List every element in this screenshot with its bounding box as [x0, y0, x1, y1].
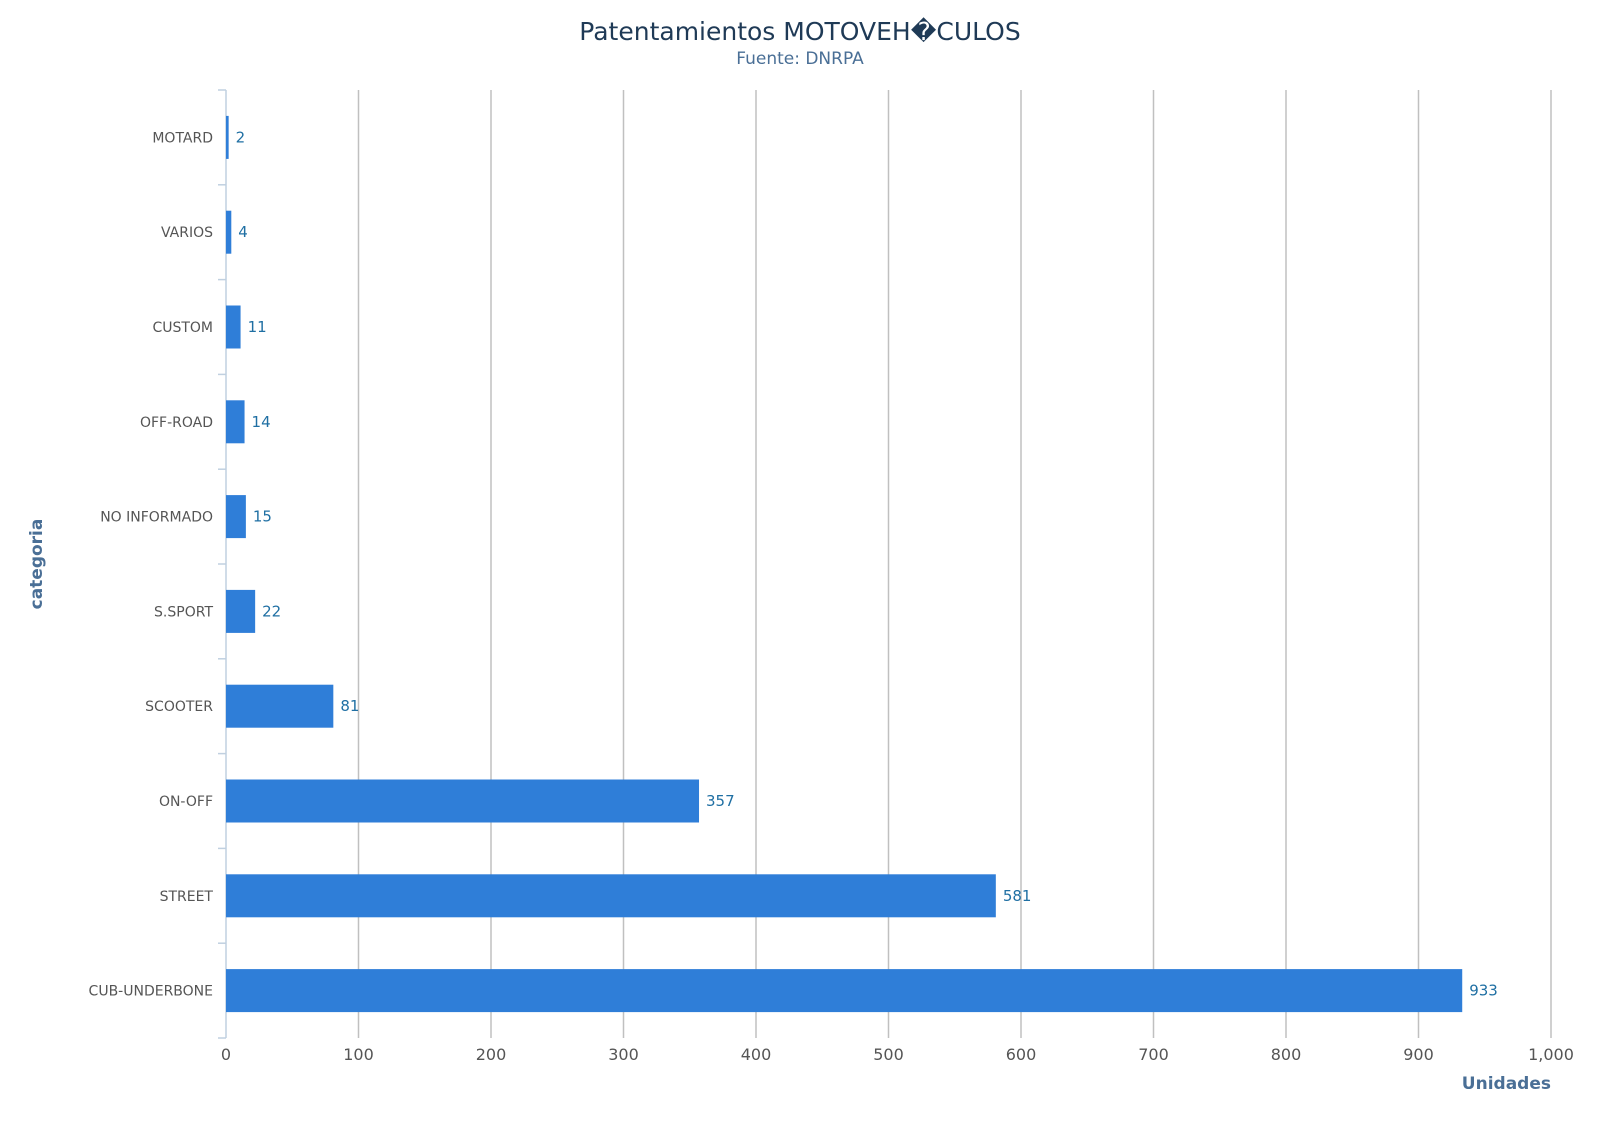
category-label: STREET: [160, 889, 214, 905]
data-label: 581: [1003, 887, 1032, 905]
data-label: 15: [253, 508, 272, 526]
category-label: MOTARD: [152, 130, 213, 146]
category-label: SCOOTER: [145, 699, 213, 715]
x-tick-label: 100: [343, 1045, 374, 1064]
x-tick-label: 200: [476, 1045, 507, 1064]
data-label: 357: [706, 792, 735, 810]
x-tick-label: 700: [1138, 1045, 1169, 1064]
category-label: CUSTOM: [152, 320, 213, 336]
bar: [226, 116, 229, 159]
data-label: 933: [1469, 982, 1498, 1000]
bar: [226, 874, 996, 917]
bar: [226, 400, 245, 443]
data-label: 14: [252, 413, 271, 431]
bar: [226, 211, 231, 254]
chart-subtitle: Fuente: DNRPA: [736, 49, 864, 69]
data-label: 22: [262, 602, 281, 620]
data-label: 2: [236, 128, 246, 146]
bar-chart: Patentamientos MOTOVEH�CULOS Fuente: DNR…: [0, 0, 1600, 1143]
category-label: NO INFORMADO: [100, 510, 213, 526]
data-label: 4: [238, 223, 248, 241]
category-label: OFF-ROAD: [140, 415, 213, 431]
bar: [226, 495, 246, 538]
bar: [226, 969, 1462, 1012]
x-tick-label: 1,000: [1528, 1045, 1574, 1064]
x-tick-label: 0: [221, 1045, 231, 1064]
x-tick-label: 300: [608, 1045, 639, 1064]
data-label: 11: [248, 318, 267, 336]
data-label: 81: [340, 697, 359, 715]
category-label: ON-OFF: [159, 794, 213, 810]
category-label: CUB-UNDERBONE: [89, 984, 213, 1000]
chart-title: Patentamientos MOTOVEH�CULOS: [579, 17, 1020, 46]
x-tick-label: 400: [741, 1045, 772, 1064]
bar: [226, 685, 333, 728]
x-tick-label: 500: [873, 1045, 904, 1064]
y-axis-title: categoria: [27, 519, 47, 610]
x-axis-title: Unidades: [1462, 1074, 1551, 1094]
x-tick-label: 800: [1271, 1045, 1302, 1064]
x-tick-label: 900: [1403, 1045, 1434, 1064]
x-tick-label: 600: [1006, 1045, 1037, 1064]
category-label: VARIOS: [161, 225, 213, 241]
category-label: S.SPORT: [154, 604, 213, 620]
bar: [226, 306, 241, 349]
bar: [226, 590, 255, 633]
bar: [226, 780, 699, 823]
